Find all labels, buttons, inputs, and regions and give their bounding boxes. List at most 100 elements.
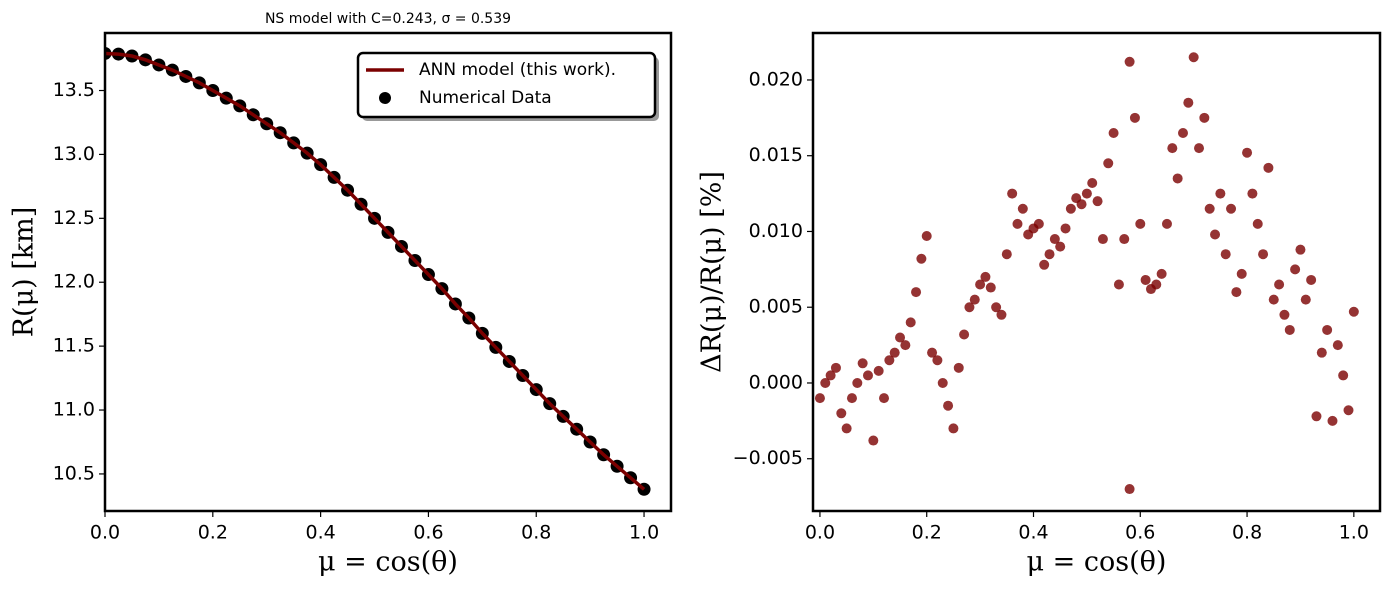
scatter-point: [1065, 203, 1076, 214]
scatter-point: [884, 355, 895, 366]
scatter-point: [900, 340, 911, 351]
scatter-point: [825, 370, 836, 381]
y-tick-label: 10.5: [53, 462, 95, 484]
x-tick-label: 0.4: [1018, 522, 1048, 544]
y-tick-label: 0.005: [749, 296, 803, 318]
scatter-point: [911, 287, 922, 298]
x-tick-label: 1.0: [1339, 522, 1369, 544]
x-tick-label: 0.4: [306, 522, 336, 544]
x-tick-label: 0.2: [198, 522, 228, 544]
scatter-point: [996, 309, 1007, 320]
y-tick-label: 11.0: [53, 399, 95, 421]
scatter-point: [1092, 196, 1103, 207]
scatter-point: [1215, 188, 1226, 199]
scatter-point: [1284, 324, 1295, 335]
scatter-point: [937, 377, 948, 388]
scatter-point: [1263, 162, 1274, 173]
scatter-point: [1049, 234, 1060, 245]
scatter-point: [1060, 223, 1071, 234]
scatter-point: [895, 332, 906, 343]
scatter-point: [943, 400, 954, 411]
scatter-point: [1140, 274, 1151, 285]
scatter-point: [1081, 188, 1092, 199]
scatter-point: [921, 231, 932, 242]
scatter-point: [1167, 143, 1178, 154]
scatter-point: [1151, 279, 1162, 290]
x-tick-label: 0.8: [521, 522, 551, 544]
x-tick-label: 0.6: [413, 522, 443, 544]
scatter-point: [1268, 294, 1279, 305]
scatter-point: [857, 358, 868, 369]
scatter-point: [1007, 188, 1018, 199]
scatter-point: [1124, 56, 1135, 67]
scatter-point: [836, 408, 847, 419]
scatter-point: [948, 423, 959, 434]
y-tick-label: 0.015: [749, 144, 803, 166]
x-tick-label: 0.2: [912, 522, 942, 544]
scatter-point: [1194, 143, 1205, 154]
scatter-point: [868, 435, 879, 446]
scatter-point: [985, 282, 996, 293]
scatter-point: [1012, 218, 1023, 229]
legend-box: [356, 51, 657, 119]
scatter-point: [1124, 484, 1135, 495]
scatter-point: [873, 365, 884, 376]
y-tick-label: 12.0: [53, 271, 95, 293]
scatter-point: [1199, 112, 1210, 123]
scatter-point: [1044, 249, 1055, 260]
y-tick-label: 0.020: [749, 68, 803, 90]
scatter-point: [1183, 97, 1194, 108]
scatter-point: [991, 302, 1002, 313]
scatter-point: [916, 253, 927, 264]
scatter-point: [830, 362, 841, 373]
scatter-point: [1119, 234, 1130, 245]
scatter-point: [964, 302, 975, 313]
scatter-point: [814, 393, 825, 404]
scatter-point: [1001, 249, 1012, 260]
scatter-point: [1172, 173, 1183, 184]
scatter-point: [959, 329, 970, 340]
scatter-point: [1177, 127, 1188, 138]
x-axis-label: μ = cos(θ): [318, 547, 458, 578]
x-tick-label: 0.8: [1232, 522, 1262, 544]
scatter-point: [1247, 188, 1258, 199]
scatter-point: [1076, 199, 1087, 210]
scatter-point: [1087, 177, 1098, 188]
scatter-point: [1274, 279, 1285, 290]
x-tick-label: 0.0: [805, 522, 835, 544]
y-axis-label: ΔR(μ)/R(μ) [%]: [697, 171, 728, 373]
scatter-point: [953, 362, 964, 373]
x-tick-label: 0.6: [1125, 522, 1155, 544]
scatter-point: [1343, 405, 1354, 416]
scatter-point: [980, 271, 991, 282]
scatter-point: [852, 377, 863, 388]
scatter-point: [1316, 347, 1327, 358]
x-tick-label: 0.0: [90, 522, 120, 544]
scatter-point: [1252, 218, 1263, 229]
scatter-point: [846, 393, 857, 404]
chart-title: NS model with C=0.243, σ = 0.539: [265, 11, 511, 27]
y-tick-label: 11.5: [53, 335, 95, 357]
scatter-point: [1113, 279, 1124, 290]
scatter-point: [1295, 244, 1306, 255]
scatter-point: [1300, 294, 1311, 305]
y-tick-label: 0.010: [749, 220, 803, 242]
scatter-point: [1156, 268, 1167, 279]
scatter-point: [1129, 112, 1140, 123]
scatter-point: [927, 347, 938, 358]
scatter-point: [1204, 203, 1215, 214]
scatter-point: [1135, 218, 1146, 229]
scatter-point: [820, 377, 831, 388]
scatter-point: [932, 355, 943, 366]
scatter-point: [862, 370, 873, 381]
scatter-point: [1210, 229, 1221, 240]
scatter-point: [1279, 309, 1290, 320]
scatter-point: [1258, 249, 1269, 260]
legend-marker: [379, 92, 391, 104]
scatter-point: [1231, 287, 1242, 298]
scatter-point: [1306, 274, 1317, 285]
scatter-point: [975, 279, 986, 290]
x-axis-label: μ = cos(θ): [1027, 547, 1167, 578]
scatter-point: [1242, 147, 1253, 158]
